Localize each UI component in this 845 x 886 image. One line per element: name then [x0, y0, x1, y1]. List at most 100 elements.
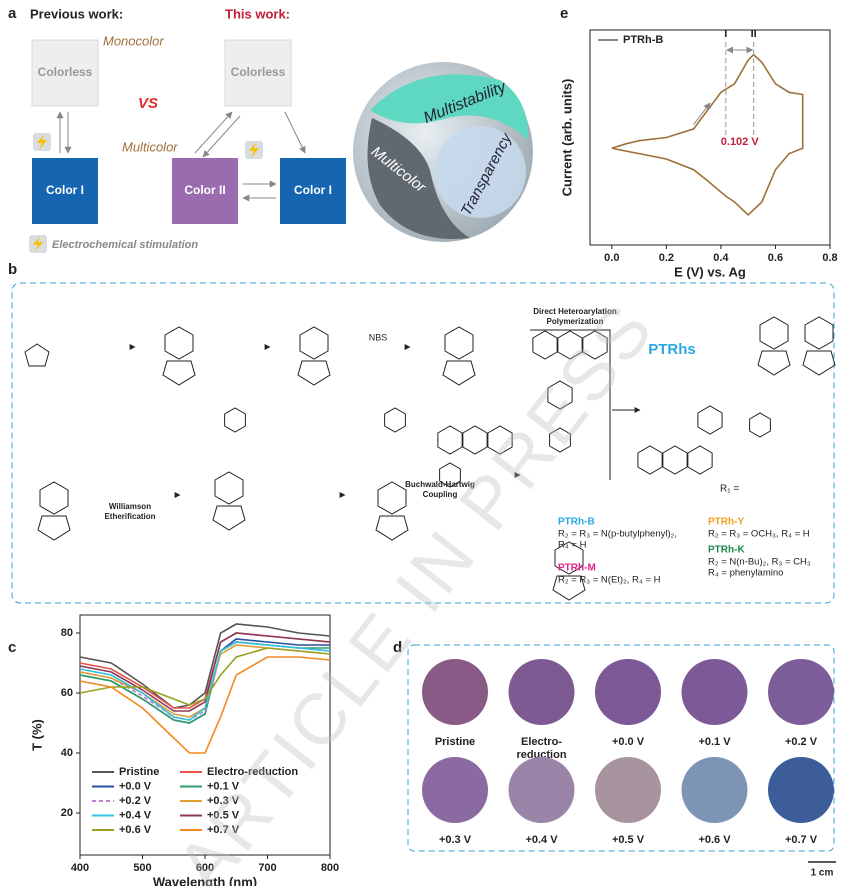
ring [547, 380, 573, 410]
film-sample [508, 659, 575, 725]
ring [554, 541, 584, 575]
legend-label: Pristine [119, 766, 159, 778]
ring [214, 471, 244, 505]
x-axis-label: Wavelength (nm) [153, 874, 257, 886]
x-tick-label: 0.6 [768, 252, 783, 264]
ring [444, 326, 474, 360]
state-box [31, 39, 99, 107]
label: Electrochemical stimulation [52, 239, 198, 251]
panel-b-frame [11, 282, 835, 604]
label: R₂ = N(n-Bu)₂, R₃ = CH₃ [708, 557, 811, 568]
label: Etherification [104, 512, 155, 521]
bolt [249, 142, 259, 158]
label: Multicolor [122, 139, 178, 154]
watermark: ARTICLE IN PRESS [162, 287, 670, 886]
arrow [202, 115, 241, 158]
ring [557, 330, 583, 360]
y-axis-label: T (%) [29, 719, 44, 751]
y-tick-label: 80 [61, 627, 73, 639]
ring [582, 330, 608, 360]
x-tick-label: 400 [71, 862, 89, 874]
ring [299, 326, 329, 360]
ring [462, 425, 488, 455]
label: Polymerization [547, 317, 604, 326]
label: d [393, 639, 402, 656]
ring [697, 405, 723, 435]
film-sample [422, 757, 488, 823]
arrow [284, 111, 306, 154]
ring [759, 316, 789, 350]
ring [552, 575, 586, 601]
ring [757, 350, 791, 376]
data-line [611, 53, 804, 217]
bolt [37, 134, 47, 150]
ring [442, 360, 476, 386]
legend-label: +0.1 V [207, 780, 240, 792]
label: +0.2 V [785, 736, 818, 748]
data-line [79, 647, 331, 706]
logo-teal [370, 74, 529, 140]
legend-label: +0.5 V [207, 809, 240, 821]
state-box [172, 158, 238, 224]
ring [439, 462, 461, 488]
annotation: I [724, 28, 727, 40]
label: Coupling [423, 490, 458, 499]
arrow [693, 102, 711, 125]
ring [549, 427, 571, 453]
label: R₄ = H [558, 540, 587, 551]
ring [37, 515, 71, 541]
legend-label: +0.7 V [207, 824, 240, 836]
legend-label: +0.0 V [119, 780, 152, 792]
data-line [79, 632, 331, 712]
label: R₂ = R₃ = N(Et)₂, R₄ = H [558, 575, 661, 586]
label: +0.6 V [698, 834, 731, 846]
label: Buchwald-Hartwig [405, 480, 475, 489]
x-axis-label: E (V) vs. Ag [674, 264, 746, 279]
data-line [79, 656, 331, 754]
label: Color I [46, 183, 84, 197]
label: a [8, 5, 17, 22]
label: Previous work: [30, 6, 123, 21]
legend-label: +0.4 V [119, 809, 152, 821]
film-sample [422, 659, 488, 725]
annotation: 0.102 V [721, 136, 760, 148]
state-box [32, 158, 98, 224]
label: Colorless [38, 65, 93, 79]
ring [224, 407, 246, 433]
ring [377, 481, 407, 515]
label: PTRh-K [708, 545, 745, 556]
legend-label: +0.2 V [119, 795, 152, 807]
label: VS [138, 95, 158, 112]
label: NBS [369, 332, 388, 342]
label: R₂ = R₃ = N(p-butylphenyl)₂, [558, 529, 677, 540]
label: PTRh-Y [708, 517, 744, 528]
ring [375, 515, 409, 541]
label: Electro- [521, 736, 562, 748]
data-line [79, 623, 331, 709]
label: +0.5 V [612, 834, 645, 846]
x-tick-label: 600 [196, 862, 214, 874]
label: b [8, 261, 17, 278]
label: PTRhs [648, 341, 696, 358]
panel-d-frame [407, 644, 835, 852]
ring [437, 425, 463, 455]
logo-gray [367, 118, 470, 240]
film-sample [595, 659, 661, 725]
label: Direct Heteroarylation [533, 307, 617, 316]
x-tick-label: 0.2 [659, 252, 674, 264]
legend-label: +0.3 V [207, 795, 240, 807]
ring [687, 445, 713, 475]
legend-label: PTRh-B [623, 34, 663, 46]
label: reduction [516, 749, 566, 761]
y-tick-label: 60 [61, 687, 73, 699]
ring [162, 360, 196, 386]
x-tick-label: 0.8 [822, 252, 837, 264]
label: R₂ = R₃ = OCH₃, R₄ = H [708, 529, 810, 540]
logo-light [434, 126, 526, 218]
label: PTRh-B [558, 517, 595, 528]
label: +0.7 V [785, 834, 818, 846]
legend-label: +0.6 V [119, 824, 152, 836]
label: e [560, 5, 568, 22]
arrow [530, 329, 611, 480]
ring [804, 316, 834, 350]
